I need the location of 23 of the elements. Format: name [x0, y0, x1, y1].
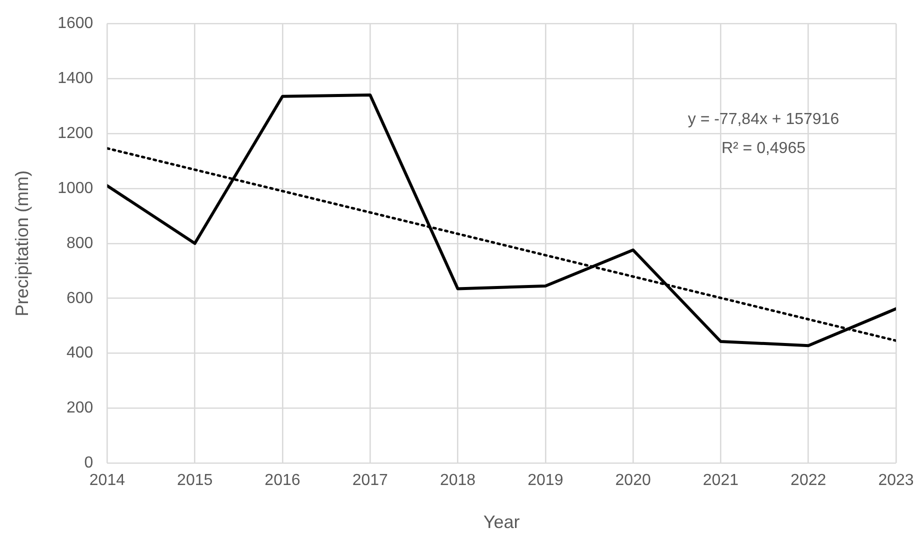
x-tick-label: 2015	[177, 472, 213, 490]
y-tick-label: 1000	[58, 180, 94, 197]
x-tick-label: 2021	[702, 472, 739, 490]
y-tick-label: 800	[66, 234, 94, 252]
y-tick-label: 0	[84, 454, 94, 472]
x-tick-label: 2017	[352, 472, 388, 490]
y-tick-label: 400	[66, 344, 94, 362]
y-axis-title: Precipitation (mm)	[12, 170, 32, 316]
y-tick-label: 200	[66, 400, 94, 417]
x-tick-label: 2019	[528, 472, 564, 490]
x-tick-label: 2016	[264, 472, 300, 490]
x-axis-title: Year	[483, 512, 520, 532]
x-tick-label: 2014	[89, 472, 126, 490]
annotation: R² = 0,4965	[721, 140, 806, 158]
x-tick-label: 2023	[878, 472, 914, 490]
y-tick-label: 1200	[58, 124, 94, 142]
x-tick-label: 2018	[440, 472, 476, 490]
annotation: y = -77,84x + 157916	[688, 111, 840, 128]
x-tick-label: 2020	[615, 472, 651, 490]
x-tick-label: 2022	[790, 472, 826, 490]
y-tick-label: 1400	[58, 70, 94, 87]
y-tick-label: 1600	[58, 15, 94, 32]
y-tick-label: 600	[66, 290, 94, 307]
